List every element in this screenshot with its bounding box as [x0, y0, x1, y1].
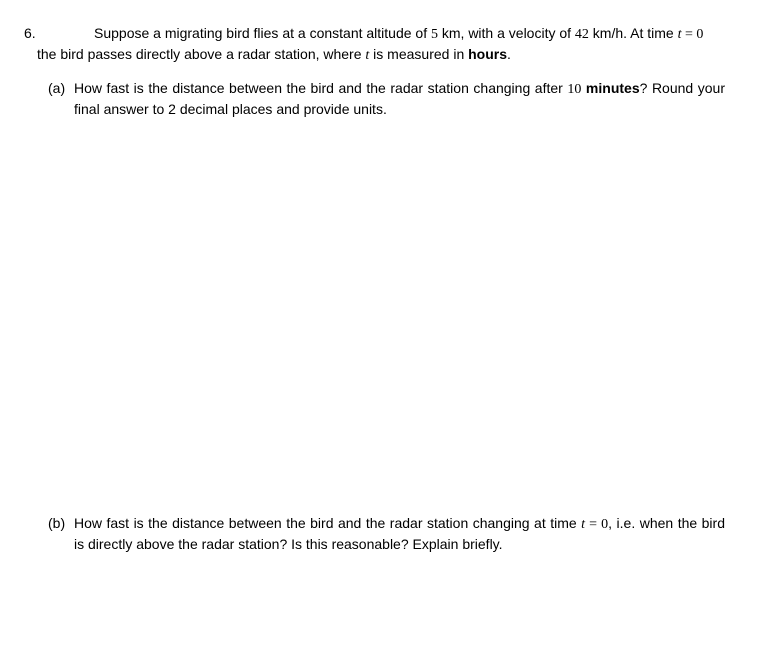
intro-text-1: Suppose a migrating bird flies at a cons…: [94, 25, 431, 41]
ten-value: 10: [567, 82, 581, 97]
velocity-unit: km/h. At time: [589, 25, 678, 41]
part-a-text-1: How fast is the distance between the bir…: [74, 80, 567, 96]
intro-line2-end: .: [507, 46, 511, 62]
problem-number: 6.: [24, 24, 94, 44]
part-a: (a) How fast is the distance between the…: [48, 79, 725, 119]
hours-bold: hours: [468, 46, 507, 62]
altitude-value: 5: [431, 27, 438, 42]
intro-line2-part1: the bird passes directly above a radar s…: [37, 46, 365, 62]
part-b-equals-zero: = 0: [585, 517, 608, 532]
part-b: (b) How fast is the distance between the…: [48, 514, 725, 554]
part-a-label: (a): [48, 79, 74, 119]
part-b-label: (b): [48, 514, 74, 554]
intro-line2-part2: is measured in: [369, 46, 468, 62]
problem-intro-line2: the bird passes directly above a radar s…: [37, 45, 725, 66]
part-b-spacer: (b) How fast is the distance between the…: [24, 514, 725, 554]
equals-zero: = 0: [682, 27, 704, 42]
problem-header: 6.Suppose a migrating bird flies at a co…: [24, 24, 725, 65]
part-b-text-1: How fast is the distance between the bir…: [74, 515, 581, 531]
velocity-value: 42: [575, 27, 589, 42]
problem-intro-line1: 6.Suppose a migrating bird flies at a co…: [24, 24, 725, 45]
part-a-text: How fast is the distance between the bir…: [74, 79, 725, 119]
minutes-bold: minutes: [581, 80, 639, 96]
part-b-text: How fast is the distance between the bir…: [74, 514, 725, 554]
altitude-unit: km, with a velocity of: [438, 25, 575, 41]
